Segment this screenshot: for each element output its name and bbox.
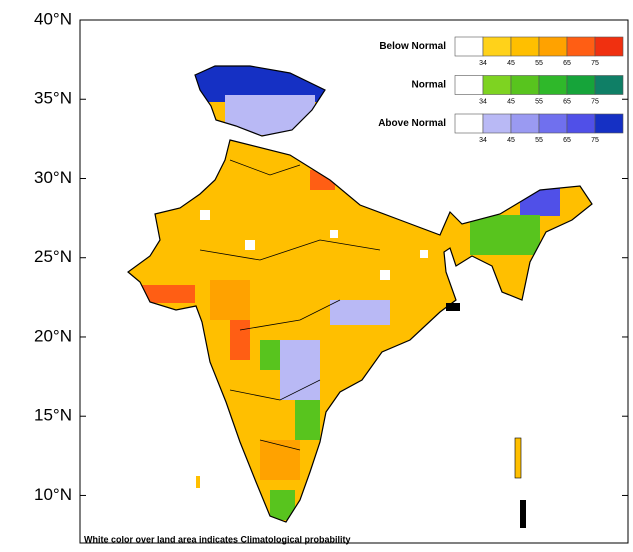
patch bbox=[230, 320, 250, 360]
legend-tick: 65 bbox=[563, 98, 571, 105]
lat-label: 35°N bbox=[34, 89, 72, 108]
patch bbox=[330, 300, 390, 325]
footnote: White color over land area indicates Cli… bbox=[84, 534, 351, 544]
legend-tick: 45 bbox=[507, 60, 515, 67]
island bbox=[520, 500, 526, 528]
legend-box bbox=[510, 75, 540, 95]
legend-box bbox=[538, 113, 568, 134]
legend-tick: 45 bbox=[507, 137, 515, 144]
legend-tick: 75 bbox=[591, 137, 599, 144]
legend-box bbox=[538, 36, 568, 57]
legend-tick: 75 bbox=[591, 98, 599, 105]
legend-box bbox=[594, 113, 624, 134]
map-frame bbox=[79, 19, 629, 544]
patch bbox=[295, 400, 320, 440]
island bbox=[446, 303, 460, 311]
patch bbox=[420, 250, 428, 258]
legend-tick: 34 bbox=[479, 137, 487, 144]
legend-tick: 65 bbox=[563, 60, 571, 67]
lat-label: 20°N bbox=[34, 326, 72, 345]
lat-label: 10°N bbox=[34, 485, 72, 504]
patch bbox=[470, 215, 540, 255]
legend-name: Below Normal bbox=[379, 41, 446, 52]
legend-box bbox=[594, 36, 624, 57]
legend-tick: 55 bbox=[535, 137, 543, 144]
island bbox=[196, 476, 200, 488]
legend-box bbox=[454, 75, 484, 95]
patch bbox=[210, 280, 250, 320]
legend-box bbox=[482, 113, 512, 134]
patch bbox=[200, 210, 210, 220]
patch bbox=[260, 340, 280, 370]
island bbox=[514, 437, 522, 479]
legend-box bbox=[510, 36, 540, 57]
legend-box bbox=[510, 113, 540, 134]
lat-label: 40°N bbox=[34, 9, 72, 28]
patch bbox=[245, 240, 255, 250]
legend-name: Above Normal bbox=[378, 118, 446, 129]
patch bbox=[330, 230, 338, 238]
patch bbox=[270, 490, 295, 520]
legend-box bbox=[594, 75, 624, 95]
legend-tick: 65 bbox=[563, 137, 571, 144]
legend-box bbox=[482, 36, 512, 57]
legend-tick: 55 bbox=[535, 60, 543, 67]
legend-box bbox=[454, 113, 484, 134]
lat-label: 25°N bbox=[34, 247, 72, 266]
patch bbox=[310, 170, 335, 190]
legend-box bbox=[482, 75, 512, 95]
patch bbox=[260, 440, 300, 480]
patch bbox=[280, 340, 320, 400]
patch bbox=[380, 270, 390, 280]
legend-box bbox=[566, 75, 596, 95]
legend-box bbox=[566, 113, 596, 134]
lat-label: 15°N bbox=[34, 406, 72, 425]
legend-box bbox=[566, 36, 596, 57]
legend-box bbox=[538, 75, 568, 95]
legend-tick: 34 bbox=[479, 98, 487, 105]
legend-tick: 45 bbox=[507, 98, 515, 105]
legend-tick: 55 bbox=[535, 98, 543, 105]
legend-tick: 34 bbox=[479, 60, 487, 67]
legend-tick: 75 bbox=[591, 60, 599, 67]
lat-label: 30°N bbox=[34, 168, 72, 187]
state-borders bbox=[199, 159, 381, 451]
patch bbox=[140, 285, 195, 303]
legend-box bbox=[454, 36, 484, 57]
patch bbox=[225, 95, 315, 135]
legend-name: Normal bbox=[412, 80, 447, 91]
